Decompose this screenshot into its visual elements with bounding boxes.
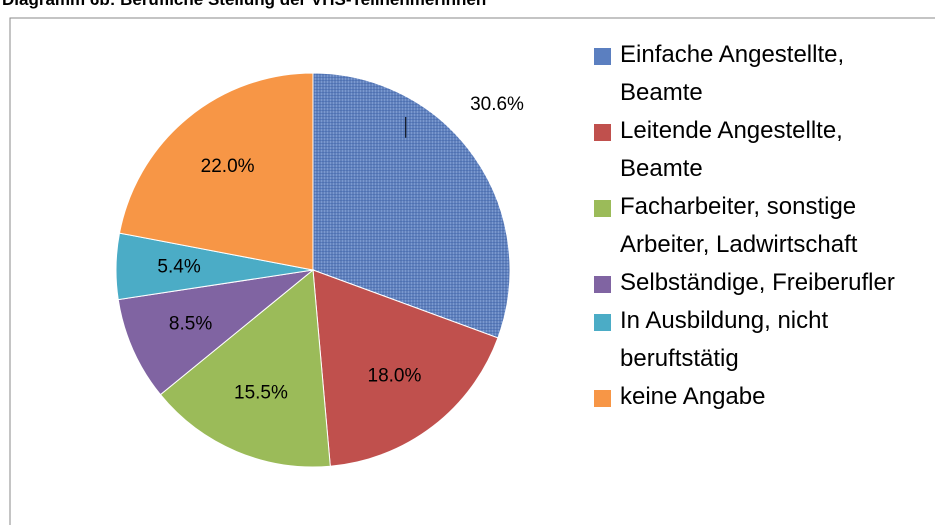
frame <box>9 17 935 525</box>
legend-swatch <box>594 390 611 407</box>
legend-label: keine Angabe <box>620 383 766 410</box>
pie-slice <box>117 269 315 396</box>
legend-label: Einfache Angestellte, Beamte <box>620 41 845 106</box>
data-label: 22.0% <box>201 156 255 177</box>
legend-swatch <box>594 200 611 217</box>
pie-slice <box>312 269 499 467</box>
legend-swatch <box>594 276 611 293</box>
legend-item: Selbständige, Freiberufler <box>590 264 930 302</box>
legend-swatch <box>594 48 611 65</box>
data-label: 30.6% <box>470 94 524 115</box>
legend-label: Leitende Angestellte, Beamte <box>620 117 843 182</box>
legend-item: Einfache Angestellte, Beamte <box>590 36 930 112</box>
pie-slice <box>312 72 511 339</box>
data-label: 15.5% <box>234 382 288 403</box>
legend-label: In Ausbildung, nicht beruftstätig <box>620 307 829 372</box>
data-label: 18.0% <box>368 365 422 386</box>
legend-item: Facharbeiter, sonstige Arbeiter, Ladwirt… <box>590 188 930 264</box>
pie-slice <box>159 269 331 468</box>
legend-label: Facharbeiter, sonstige Arbeiter, Ladwirt… <box>620 193 858 258</box>
pie-slice <box>118 72 314 271</box>
legend-item: In Ausbildung, nicht beruftstätig <box>590 302 930 378</box>
legend-item: keine Angabe <box>590 378 930 416</box>
chart-title: Diagramm 6b: Berufliche Stellung der VHS… <box>2 0 486 9</box>
legend-label: Selbständige, Freiberufler <box>620 269 895 296</box>
legend-swatch <box>594 314 611 331</box>
legend-item: Leitende Angestellte, Beamte <box>590 112 930 188</box>
legend-swatch <box>594 124 611 141</box>
data-label: 8.5% <box>169 313 212 334</box>
data-label: 5.4% <box>157 256 200 277</box>
legend: Einfache Angestellte, Beamte Leitende Ang… <box>590 36 930 416</box>
pie: 30.6% 18.0% 15.5% 8.5% 5.4% 22.0% <box>115 72 524 468</box>
